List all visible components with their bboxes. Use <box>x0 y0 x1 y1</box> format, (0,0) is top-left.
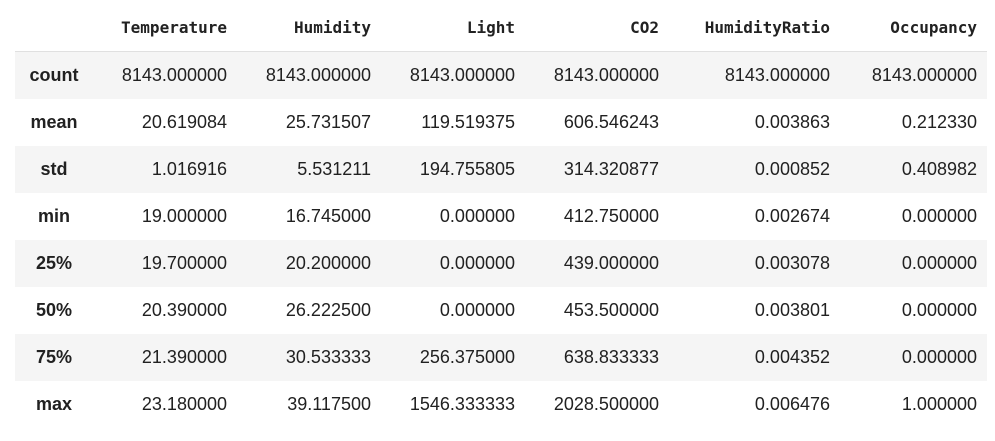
table-cell: 0.000000 <box>439 253 515 273</box>
table-cell: 21.390000 <box>141 347 227 367</box>
table-cell: 5.531211 <box>297 159 371 179</box>
table-cell: 16.745000 <box>285 206 371 226</box>
table-cell: 30.533333 <box>285 347 371 367</box>
table-cell: 8143.000000 <box>265 65 371 85</box>
table-cell: 0.000000 <box>901 253 977 273</box>
table-cell: 8143.000000 <box>121 65 227 85</box>
table-cell: 8143.000000 <box>871 65 977 85</box>
table-cell: 0.000000 <box>901 300 977 320</box>
row-label: 50% <box>35 300 73 320</box>
table-cell: 25.731507 <box>285 112 371 132</box>
table-cell: 0.002674 <box>754 206 830 226</box>
table-row: 25% 19.700000 20.200000 0.000000 439.000… <box>15 240 987 287</box>
table-cell: 0.000852 <box>754 159 830 179</box>
table-row: 50% 20.390000 26.222500 0.000000 453.500… <box>15 287 987 334</box>
table-cell: 0.212330 <box>901 112 977 132</box>
header-temperature: Temperature <box>93 4 237 52</box>
row-label: min <box>37 206 70 226</box>
table-cell: 412.750000 <box>563 206 659 226</box>
table-cell: 20.619084 <box>141 112 227 132</box>
table-row: count 8143.000000 8143.000000 8143.00000… <box>15 51 987 99</box>
table-cell: 453.500000 <box>563 300 659 320</box>
header-light: Light <box>381 4 525 52</box>
table-cell: 0.006476 <box>754 394 830 414</box>
table-cell: 194.755805 <box>419 159 515 179</box>
table-cell: 20.200000 <box>285 253 371 273</box>
table-cell: 638.833333 <box>563 347 659 367</box>
header-row: Temperature Humidity Light CO2 HumidityR… <box>15 4 987 52</box>
table-cell: 20.390000 <box>141 300 227 320</box>
table-cell: 26.222500 <box>285 300 371 320</box>
table-cell: 8143.000000 <box>553 65 659 85</box>
table-row: std 1.016916 5.531211 194.755805 314.320… <box>15 146 987 193</box>
table-row: min 19.000000 16.745000 0.000000 412.750… <box>15 193 987 240</box>
table-cell: 2028.500000 <box>553 394 659 414</box>
table-row: mean 20.619084 25.731507 119.519375 606.… <box>15 99 987 146</box>
row-label: 25% <box>35 253 73 273</box>
table-cell: 439.000000 <box>563 253 659 273</box>
header-index <box>15 4 93 52</box>
table-cell: 0.003801 <box>754 300 830 320</box>
table-header: Temperature Humidity Light CO2 HumidityR… <box>15 4 987 52</box>
table-cell: 0.408982 <box>901 159 977 179</box>
table-cell: 0.003863 <box>754 112 830 132</box>
table-cell: 1546.333333 <box>409 394 515 414</box>
table-cell: 0.000000 <box>901 347 977 367</box>
dataframe-output: Temperature Humidity Light CO2 HumidityR… <box>15 4 987 428</box>
row-label: count <box>29 65 79 85</box>
table-cell: 8143.000000 <box>409 65 515 85</box>
table-cell: 19.700000 <box>141 253 227 273</box>
row-label: max <box>35 394 73 414</box>
row-label: std <box>40 159 68 179</box>
table-cell: 119.519375 <box>421 112 515 132</box>
header-humidity-ratio: HumidityRatio <box>669 4 840 52</box>
table-cell: 23.180000 <box>141 394 227 414</box>
table-cell: 1.000000 <box>901 394 977 414</box>
table-cell: 0.000000 <box>901 206 977 226</box>
table-cell: 0.004352 <box>754 347 830 367</box>
table-cell: 0.000000 <box>439 206 515 226</box>
table-cell: 8143.000000 <box>724 65 830 85</box>
table-cell: 314.320877 <box>563 159 659 179</box>
header-occupancy: Occupancy <box>840 4 987 52</box>
table-body: count 8143.000000 8143.000000 8143.00000… <box>15 51 987 428</box>
table-cell: 1.016916 <box>151 159 227 179</box>
header-co2: CO2 <box>525 4 669 52</box>
table-cell: 19.000000 <box>141 206 227 226</box>
table-row: 75% 21.390000 30.533333 256.375000 638.8… <box>15 334 987 381</box>
row-label: mean <box>30 112 78 132</box>
table-cell: 0.003078 <box>754 253 830 273</box>
table-cell: 606.546243 <box>563 112 659 132</box>
header-humidity: Humidity <box>237 4 381 52</box>
row-label: 75% <box>35 347 73 367</box>
table-cell: 256.375000 <box>419 347 515 367</box>
table-cell: 39.117500 <box>287 394 371 414</box>
describe-table: Temperature Humidity Light CO2 HumidityR… <box>15 4 987 428</box>
table-cell: 0.000000 <box>439 300 515 320</box>
table-row: max 23.180000 39.117500 1546.333333 2028… <box>15 381 987 428</box>
